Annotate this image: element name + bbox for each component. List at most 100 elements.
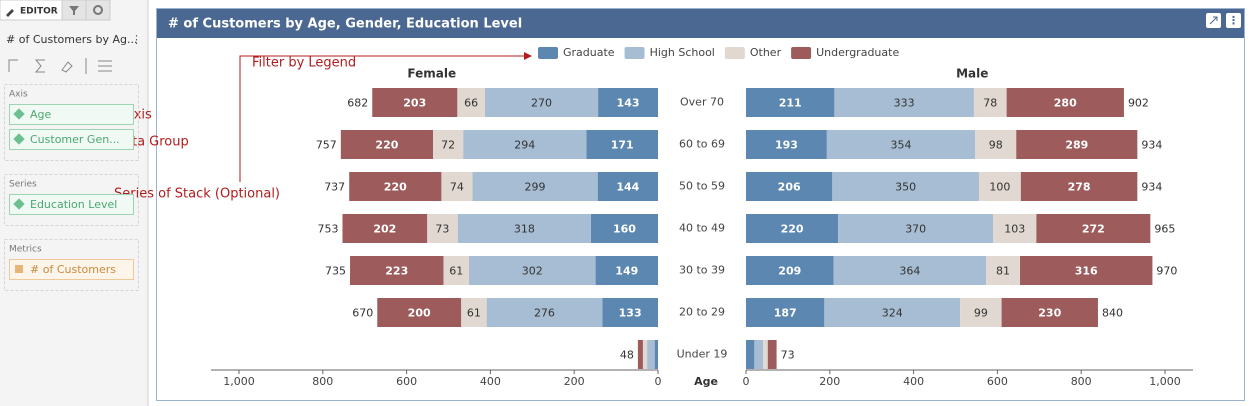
category-label: Under 19 xyxy=(677,348,728,361)
value-label: 324 xyxy=(882,307,903,320)
value-label: 223 xyxy=(385,265,408,278)
legend-swatch[interactable] xyxy=(791,47,812,59)
bar-segment xyxy=(349,172,442,201)
field-chip[interactable] xyxy=(9,259,134,280)
field-chip[interactable] xyxy=(9,129,134,150)
chart-header xyxy=(157,9,1244,38)
value-label: 211 xyxy=(779,97,802,110)
bar-segment xyxy=(595,256,658,285)
value-label: 220 xyxy=(781,223,804,236)
legend-label[interactable]: Undergraduate xyxy=(816,46,899,59)
total-label: 965 xyxy=(1154,223,1175,236)
bar-segment xyxy=(973,88,1007,117)
legend-label[interactable]: Other xyxy=(750,46,782,59)
legend-swatch[interactable] xyxy=(724,47,745,59)
field-label[interactable]: Education Level xyxy=(30,198,117,211)
menu-button[interactable] xyxy=(1226,13,1241,28)
bar-segment xyxy=(1036,214,1151,243)
bar-segment xyxy=(350,256,444,285)
value-label: 220 xyxy=(375,139,398,152)
bar-segment xyxy=(469,256,596,285)
bar-segment xyxy=(746,130,827,159)
value-label: 276 xyxy=(534,307,555,320)
bar-segment xyxy=(746,172,833,201)
field-icon xyxy=(15,265,23,273)
value-label: 99 xyxy=(974,307,988,320)
menu-icon: ⋮ xyxy=(1228,14,1239,27)
settings-tab[interactable] xyxy=(85,0,111,21)
legend-swatch[interactable] xyxy=(538,47,558,59)
value-label: 74 xyxy=(450,181,464,194)
value-label: 209 xyxy=(778,265,801,278)
widget-menu[interactable]: ⋮ xyxy=(131,33,142,46)
x-tick-label: 400 xyxy=(480,375,501,388)
section-title: Axis xyxy=(9,90,28,100)
bar-segment xyxy=(1006,88,1124,117)
total-label: 73 xyxy=(781,349,795,362)
bar-segment xyxy=(746,256,834,285)
annotation: Filter by Legend xyxy=(252,56,356,71)
bar-segment xyxy=(975,130,1017,159)
value-label: 72 xyxy=(441,139,455,152)
chart-title: # of Customers by Age, Gender, Education… xyxy=(168,17,522,32)
value-label: 364 xyxy=(899,265,920,278)
total-label: 840 xyxy=(1102,307,1123,320)
value-label: 144 xyxy=(616,181,639,194)
bar-segment xyxy=(824,298,961,327)
value-label: 193 xyxy=(775,139,798,152)
value-label: 350 xyxy=(895,181,916,194)
field-label[interactable]: Customer Gen... xyxy=(30,133,120,146)
total-label: 682 xyxy=(347,97,368,110)
value-label: 354 xyxy=(891,139,912,152)
total-label: 48 xyxy=(620,349,634,362)
value-label: 149 xyxy=(615,265,638,278)
bar-segment xyxy=(472,172,598,201)
bar-segment xyxy=(342,214,428,243)
value-label: 202 xyxy=(373,223,396,236)
bar-segment xyxy=(986,256,1021,285)
total-label: 970 xyxy=(1156,265,1177,278)
bar-segment xyxy=(463,130,587,159)
value-label: 278 xyxy=(1068,181,1091,194)
total-label: 737 xyxy=(324,181,345,194)
value-label: 206 xyxy=(778,181,801,194)
bar-segment xyxy=(978,172,1021,201)
section-box xyxy=(4,84,139,161)
bar-segment xyxy=(1020,256,1153,285)
x-tick-label: 600 xyxy=(987,375,1008,388)
bar-segment xyxy=(586,130,658,159)
x-tick-label: 800 xyxy=(1071,375,1092,388)
category-label: 50 to 59 xyxy=(679,180,725,193)
value-label: 280 xyxy=(1054,97,1077,110)
bar-segment xyxy=(340,130,433,159)
bar-segment xyxy=(746,88,835,117)
value-label: 100 xyxy=(989,181,1010,194)
bar-segment xyxy=(441,172,473,201)
bar-segment xyxy=(746,298,825,327)
bar-segment xyxy=(427,214,458,243)
x-tick-label: 400 xyxy=(903,375,924,388)
x-tick-label: 800 xyxy=(312,375,333,388)
total-label: 670 xyxy=(352,307,373,320)
bar-segment xyxy=(826,130,976,159)
chart-panel xyxy=(156,8,1245,401)
bar-segment xyxy=(960,298,1002,327)
editor-tab-label[interactable]: EDITOR xyxy=(20,7,58,17)
bar-segment xyxy=(377,298,462,327)
value-label: 171 xyxy=(611,139,634,152)
legend-swatch[interactable] xyxy=(624,47,645,59)
x-tick-label: 0 xyxy=(655,375,662,388)
bar-segment xyxy=(484,88,599,117)
field-label[interactable]: Age xyxy=(30,108,52,121)
bar-segment xyxy=(486,298,603,327)
axis-label: Age xyxy=(694,375,718,388)
widget-name[interactable]: # of Customers by Ag... xyxy=(6,33,137,46)
value-label: 143 xyxy=(617,97,640,110)
value-label: 103 xyxy=(1004,223,1025,236)
field-label[interactable]: # of Customers xyxy=(30,263,116,276)
field-chip[interactable] xyxy=(9,104,134,125)
field-chip[interactable] xyxy=(9,194,134,215)
legend-label[interactable]: High School xyxy=(650,46,715,59)
legend-label[interactable]: Graduate xyxy=(563,46,615,59)
bar-segment xyxy=(833,256,987,285)
